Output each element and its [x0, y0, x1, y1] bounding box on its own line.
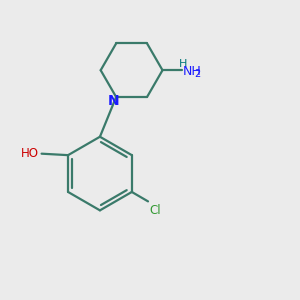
Text: H: H [179, 59, 187, 69]
Text: HO: HO [21, 147, 39, 160]
Text: 2: 2 [194, 69, 201, 79]
Text: Cl: Cl [149, 204, 161, 217]
Text: NH: NH [183, 65, 202, 78]
Text: N: N [107, 94, 119, 108]
